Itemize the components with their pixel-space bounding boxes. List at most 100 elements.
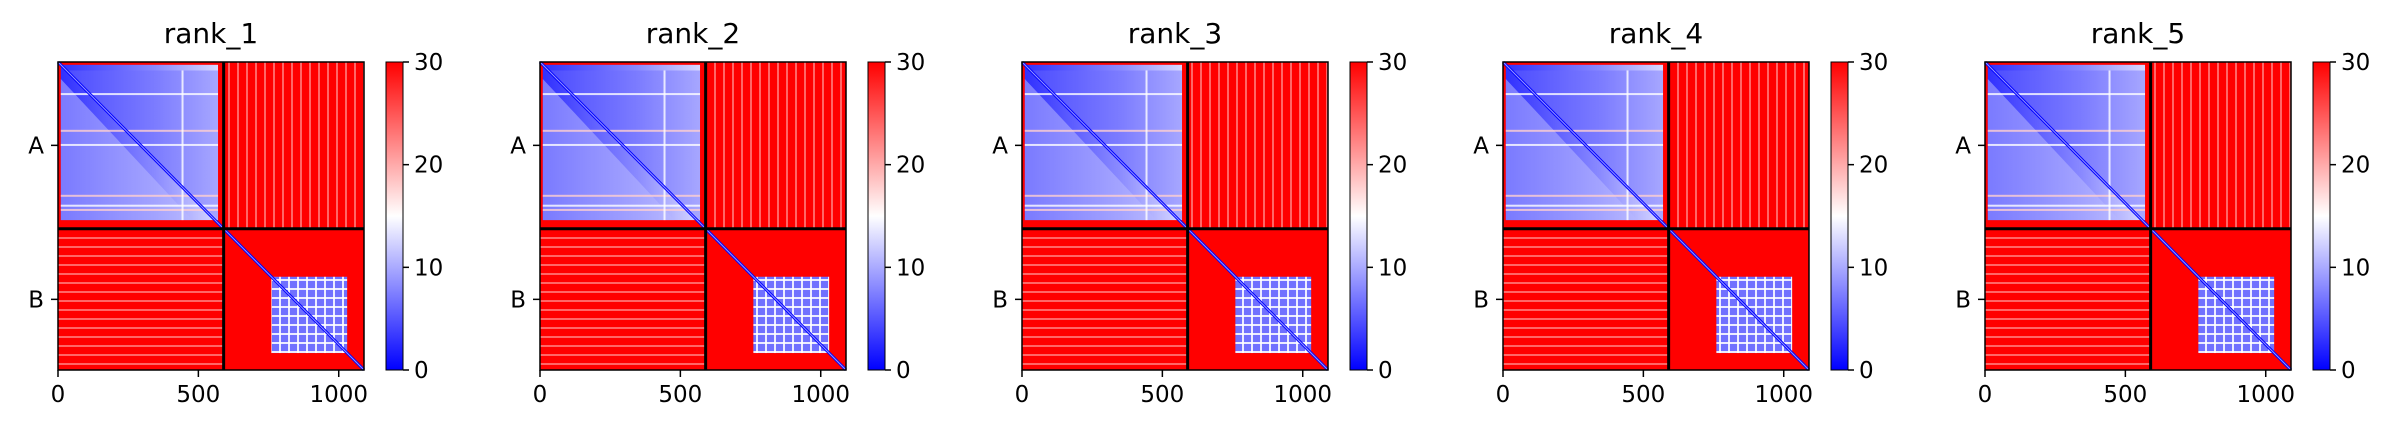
colorbar-tick-label: 10 (896, 255, 925, 281)
x-tick-label: 1000 (791, 382, 850, 408)
x-tick-label: 0 (533, 382, 548, 408)
block-A-streak (1024, 93, 1183, 96)
y-tick-label: A (28, 133, 44, 159)
heatmap-panel-1: rank_1 0 500 1000 A B 0 10 20 30 (28, 17, 443, 408)
block-A-lower (60, 78, 193, 221)
block-A-streak (542, 194, 701, 197)
block-A-streak (1987, 208, 2146, 211)
x-tick-label: 0 (1978, 382, 1993, 408)
colorbar-tick-label: 10 (2341, 255, 2370, 281)
heatmap-panel-3: rank_3 0 500 1000 A B 0 10 20 30 (992, 17, 1407, 408)
block-A-streak (1987, 93, 2146, 96)
colorbar-tick-label: 20 (414, 153, 443, 179)
block-A-streak (1024, 129, 1183, 132)
block-A-streak (60, 129, 219, 132)
block-A-streak (60, 208, 219, 211)
y-tick-label: A (1473, 133, 1489, 159)
heatmap-panel-4: rank_4 0 500 1000 A B 0 10 20 30 (1473, 17, 1888, 408)
block-AB (705, 62, 846, 229)
chart-title: rank_5 (2091, 17, 2185, 50)
colorbar-tick-label: 0 (2341, 358, 2356, 384)
plot-frame (1502, 61, 1810, 371)
block-A-streak (1505, 204, 1664, 207)
colorbar-tick-label: 30 (414, 50, 443, 76)
block-A-streak (1505, 93, 1664, 96)
x-tick-label: 0 (51, 382, 66, 408)
x-tick-label: 500 (2103, 382, 2147, 408)
block-AB (2150, 62, 2291, 229)
block-A-streak (1987, 194, 2146, 197)
x-tick-label: 1000 (1273, 382, 1332, 408)
x-tick-label: 500 (1621, 382, 1665, 408)
block-A-streak (1024, 204, 1183, 207)
y-tick-label: B (1955, 287, 1971, 313)
colorbar-tick-label: 0 (1859, 358, 1874, 384)
block-A-vstreak (2108, 70, 2111, 221)
block-A-streak (1024, 194, 1183, 197)
plot-frame (1021, 61, 1329, 371)
colorbar-tick-label: 10 (1378, 255, 1407, 281)
block-BA (58, 228, 224, 370)
diagonal-highlight (1984, 61, 2292, 371)
chart-title: rank_2 (646, 17, 740, 50)
diagonal-highlight (539, 61, 847, 371)
block-A-lower (1024, 78, 1157, 221)
block-A-streak (1505, 194, 1664, 197)
block-A-streak (1987, 129, 2146, 132)
x-tick-label: 500 (176, 382, 220, 408)
colorbar-tick-label: 20 (1378, 153, 1407, 179)
block-A-tail (58, 220, 224, 229)
block-A-streak (1505, 129, 1664, 132)
block-AB (223, 62, 364, 229)
block-A-streak (542, 129, 701, 132)
block-A-streak (1505, 208, 1664, 211)
block-A-tail (1022, 220, 1188, 229)
heatmap-panel-2: rank_2 0 500 1000 A B 0 10 20 30 (510, 17, 925, 408)
colorbar-tick-label: 20 (896, 153, 925, 179)
x-tick-label: 0 (1015, 382, 1030, 408)
block-AB (1187, 62, 1328, 229)
x-tick-label: 500 (1140, 382, 1184, 408)
block-A-lower (542, 78, 675, 221)
y-tick-label: A (992, 133, 1008, 159)
colorbar-tick-label: 10 (414, 255, 443, 281)
block-A-tail (540, 220, 706, 229)
block-A-vstreak (663, 70, 666, 221)
colorbar (867, 61, 886, 371)
block-A-lower (1505, 78, 1638, 221)
block-BA (1985, 228, 2151, 370)
block-A-streak (60, 204, 219, 207)
colorbar-tick-label: 30 (1859, 50, 1888, 76)
block-A-tail (1985, 220, 2151, 229)
diagonal-highlight (57, 61, 365, 371)
x-tick-label: 1000 (1754, 382, 1813, 408)
block-BA (1022, 228, 1188, 370)
block-A-lower (1987, 78, 2120, 221)
y-tick-label: B (1473, 287, 1489, 313)
block-A-streak (60, 93, 219, 96)
y-tick-label: B (510, 287, 526, 313)
y-tick-label: A (1955, 133, 1971, 159)
colorbar (2312, 61, 2331, 371)
y-tick-label: A (510, 133, 526, 159)
colorbar-tick-label: 0 (1378, 358, 1393, 384)
plot-frame (539, 61, 847, 371)
y-tick-label: B (992, 287, 1008, 313)
x-tick-label: 500 (658, 382, 702, 408)
diagonal-highlight (1502, 61, 1810, 371)
block-AB (1668, 62, 1809, 229)
colorbar-tick-label: 0 (414, 358, 429, 384)
block-A-vstreak (1145, 70, 1148, 221)
colorbar-tick-label: 20 (1859, 153, 1888, 179)
x-tick-label: 1000 (309, 382, 368, 408)
block-A-vstreak (181, 70, 184, 221)
block-A-tail (1503, 220, 1669, 229)
block-A-vstreak (1626, 70, 1629, 221)
block-BA (1503, 228, 1669, 370)
x-tick-label: 0 (1496, 382, 1511, 408)
colorbar (385, 61, 404, 371)
plot-frame (57, 61, 365, 371)
colorbar (1830, 61, 1849, 371)
colorbar-tick-label: 20 (2341, 153, 2370, 179)
